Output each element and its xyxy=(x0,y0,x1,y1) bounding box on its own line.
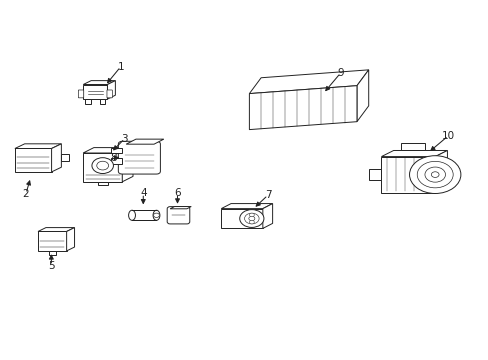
Polygon shape xyxy=(356,70,368,122)
Polygon shape xyxy=(381,150,447,157)
Text: 1: 1 xyxy=(117,62,124,72)
Circle shape xyxy=(430,172,438,177)
Circle shape xyxy=(97,161,108,170)
Polygon shape xyxy=(15,144,61,148)
Ellipse shape xyxy=(153,210,160,220)
Bar xyxy=(400,143,425,150)
Circle shape xyxy=(153,213,159,217)
Polygon shape xyxy=(126,139,163,144)
Circle shape xyxy=(92,158,113,174)
Text: 4: 4 xyxy=(140,188,146,198)
Bar xyxy=(132,210,156,220)
Text: 10: 10 xyxy=(441,131,454,141)
Circle shape xyxy=(416,161,452,188)
Ellipse shape xyxy=(128,210,135,220)
Text: 9: 9 xyxy=(337,68,344,78)
FancyBboxPatch shape xyxy=(167,207,189,224)
FancyBboxPatch shape xyxy=(118,141,160,174)
Bar xyxy=(111,148,122,153)
Bar xyxy=(49,251,56,255)
Polygon shape xyxy=(66,228,74,251)
Circle shape xyxy=(249,213,254,217)
Polygon shape xyxy=(434,150,447,193)
Bar xyxy=(38,231,66,251)
Bar xyxy=(98,182,107,185)
Polygon shape xyxy=(221,204,272,209)
Bar xyxy=(368,169,381,180)
Bar xyxy=(15,148,52,172)
Text: 8: 8 xyxy=(110,153,117,163)
Polygon shape xyxy=(249,70,368,94)
Bar xyxy=(111,158,122,164)
Bar xyxy=(381,157,434,193)
Circle shape xyxy=(244,213,259,224)
Circle shape xyxy=(424,167,445,182)
Polygon shape xyxy=(249,86,356,130)
Circle shape xyxy=(408,156,460,194)
Bar xyxy=(221,209,263,229)
Text: 6: 6 xyxy=(174,188,181,198)
FancyBboxPatch shape xyxy=(78,90,83,98)
Polygon shape xyxy=(52,144,61,172)
Text: 5: 5 xyxy=(48,261,55,271)
FancyBboxPatch shape xyxy=(107,90,112,98)
Text: 7: 7 xyxy=(264,190,271,200)
Bar xyxy=(83,85,107,99)
Polygon shape xyxy=(83,148,133,153)
Polygon shape xyxy=(170,207,191,209)
Circle shape xyxy=(248,216,254,221)
Bar xyxy=(61,154,68,161)
Polygon shape xyxy=(38,228,74,231)
Polygon shape xyxy=(263,204,272,229)
Bar xyxy=(85,99,91,104)
Bar xyxy=(83,153,122,182)
Circle shape xyxy=(239,210,264,228)
Text: 2: 2 xyxy=(22,189,29,199)
Polygon shape xyxy=(107,81,115,99)
Text: 3: 3 xyxy=(121,134,128,144)
Polygon shape xyxy=(122,148,133,182)
Bar xyxy=(100,99,105,104)
Polygon shape xyxy=(83,81,115,85)
Circle shape xyxy=(249,220,254,224)
